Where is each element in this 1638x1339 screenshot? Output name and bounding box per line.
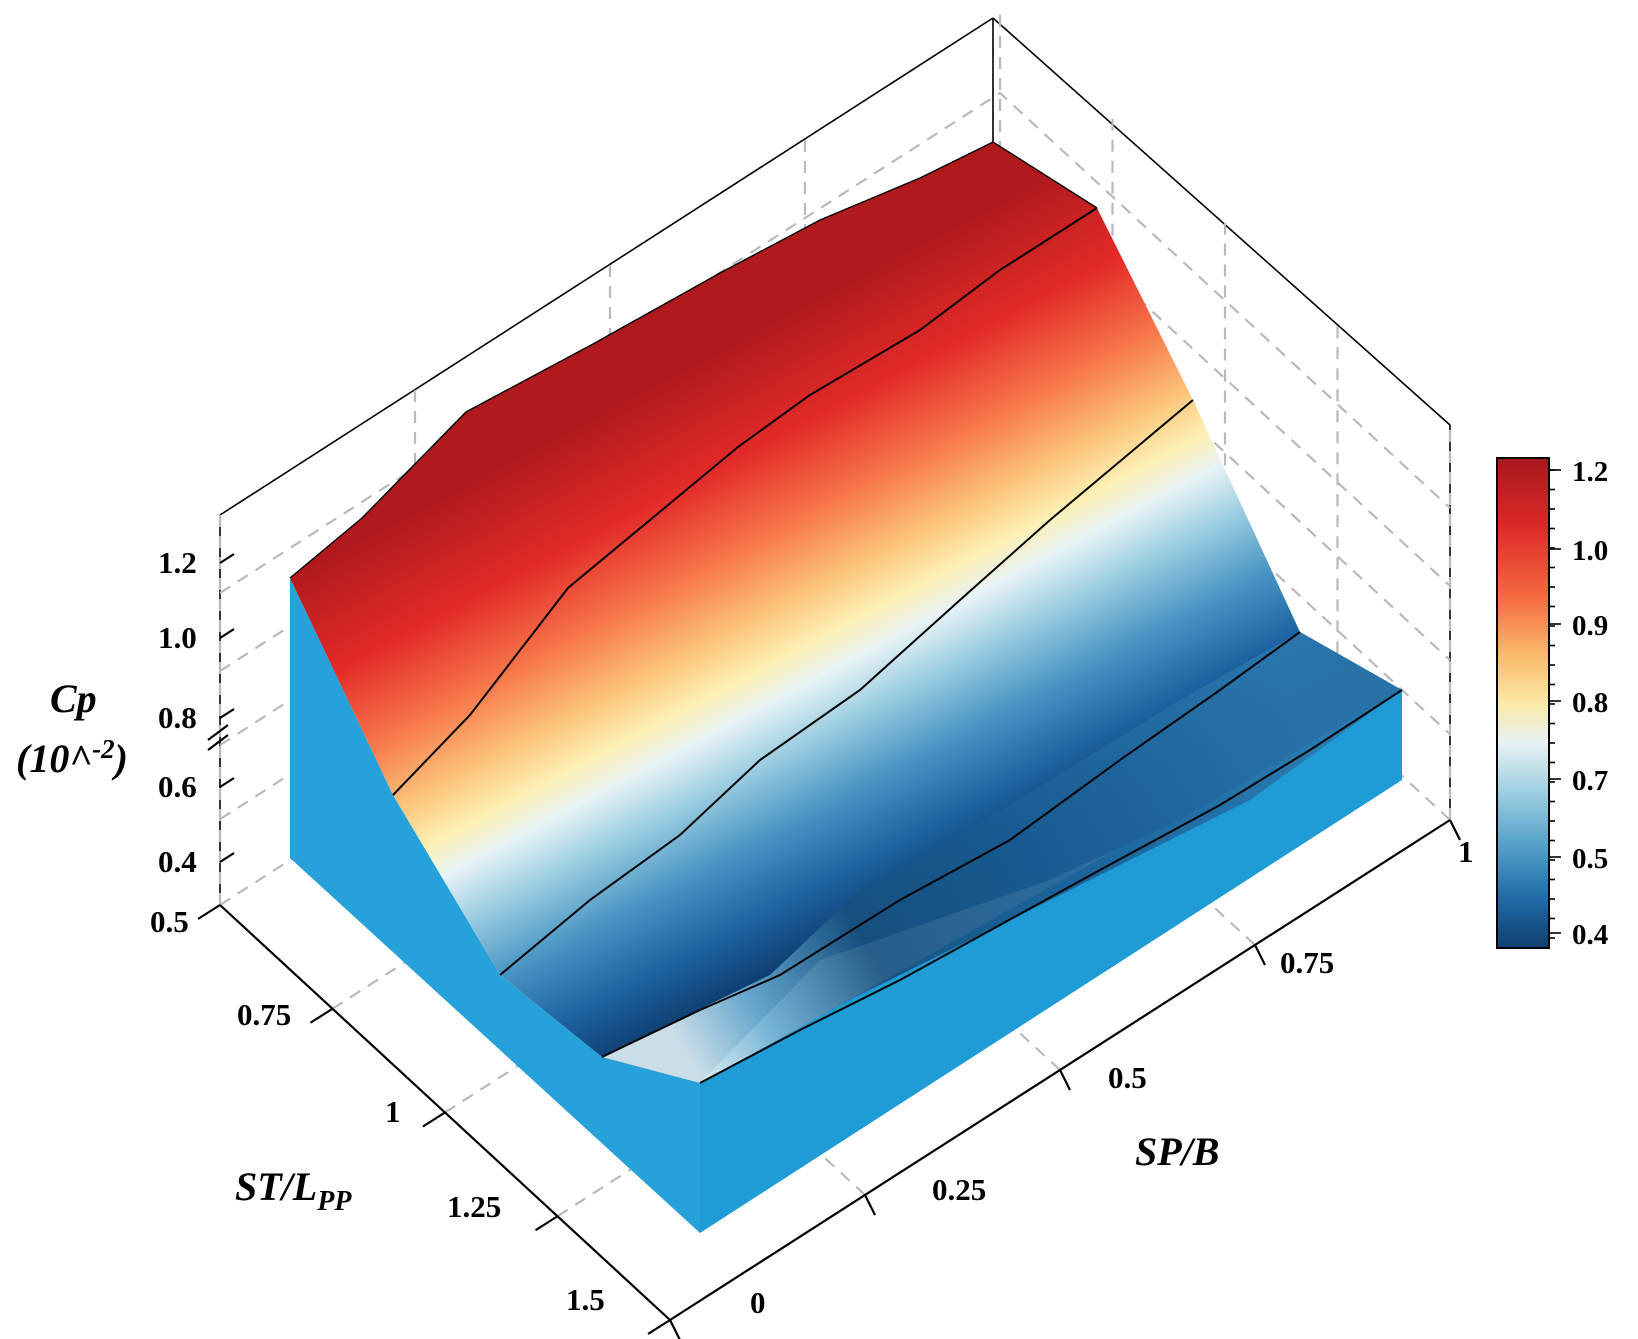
cp-tick-mark bbox=[219, 553, 235, 564]
grid-line bbox=[219, 91, 1451, 594]
colorbar-gradient bbox=[1496, 457, 1550, 949]
sp-b-tick-labels: 0 0.25 0.5 0.75 1 bbox=[750, 834, 1474, 1320]
cp-tick-mark bbox=[219, 777, 235, 788]
colorbar: 1.2 1.0 0.9 0.8 0.7 0.5 0.4 bbox=[1496, 456, 1608, 951]
cp-axis-tick-labels: 0.4 0.6 0.8 1.0 1.2 bbox=[158, 545, 197, 879]
st-lpp-tick-mark bbox=[647, 1319, 671, 1335]
surface-profile-line bbox=[392, 207, 1098, 796]
colorbar-tick-label: 1.0 bbox=[1572, 535, 1608, 567]
colorbar-tick-label: 0.4 bbox=[1572, 919, 1608, 951]
st-lpp-tick-label: 0.5 bbox=[150, 904, 189, 939]
cp-tick-label: 1.2 bbox=[158, 545, 197, 580]
st-lpp-tick-mark bbox=[309, 1007, 334, 1024]
cp-unit-suffix: ) bbox=[112, 736, 128, 781]
sp-b-tick-label: 0.25 bbox=[932, 1172, 986, 1207]
st-lpp-title-subscript: PP bbox=[316, 1186, 352, 1217]
cp-axis-title: Cp bbox=[50, 676, 97, 721]
cp-tick-label: 0.8 bbox=[158, 700, 197, 735]
st-lpp-tick-label: 1.25 bbox=[447, 1189, 501, 1224]
st-lpp-axis-title: ST/LPP bbox=[235, 1164, 352, 1217]
colorbar-ticks bbox=[1549, 469, 1561, 939]
grid-line bbox=[219, 824, 346, 906]
st-lpp-tick-mark bbox=[197, 904, 221, 920]
colorbar-tick-label: 0.5 bbox=[1572, 843, 1608, 875]
sp-b-tick-mark bbox=[1254, 944, 1266, 966]
cp-tick-mark bbox=[219, 708, 235, 719]
cp-tick-label: 0.4 bbox=[158, 844, 197, 879]
sp-b-tick-label: 1 bbox=[1458, 834, 1474, 869]
st-lpp-title-main: ST/L bbox=[235, 1164, 317, 1209]
cp-axis-unit: (10^-2) bbox=[16, 734, 128, 781]
sp-b-tick-mark bbox=[669, 1319, 681, 1339]
surface-top-edge bbox=[289, 141, 1098, 579]
sp-b-tick-label: 0.5 bbox=[1108, 1060, 1147, 1095]
colorbar-tick-label: 1.2 bbox=[1572, 456, 1608, 488]
sp-b-tick-mark bbox=[864, 1194, 876, 1216]
surface-top bbox=[290, 142, 1402, 1083]
axis-break-mark bbox=[207, 724, 229, 751]
colorbar-tick-label: 0.8 bbox=[1572, 687, 1608, 719]
cp-tick-label: 1.0 bbox=[158, 620, 197, 655]
grid-line bbox=[331, 927, 458, 1010]
colorbar-tick-label: 0.7 bbox=[1572, 765, 1608, 797]
sp-b-axis-title: SP/B bbox=[1135, 1129, 1219, 1174]
st-lpp-tick-label: 1 bbox=[385, 1094, 401, 1129]
box-edge-top-left bbox=[219, 17, 994, 516]
grid-line bbox=[556, 1135, 683, 1218]
st-lpp-tick-label: 0.75 bbox=[237, 997, 291, 1032]
cp-tick-mark bbox=[219, 628, 235, 639]
st-lpp-tick-mark bbox=[534, 1215, 559, 1232]
sp-b-tick-mark bbox=[1059, 1069, 1071, 1091]
colorbar-tick-label: 0.9 bbox=[1572, 610, 1608, 642]
box-edge-top-right bbox=[992, 17, 1451, 426]
grid-line bbox=[444, 1031, 571, 1114]
surface-front-left-wall bbox=[290, 578, 700, 1233]
surface-valley-band bbox=[602, 632, 1402, 1083]
surface-profile-line bbox=[601, 631, 1301, 1058]
surface-profile-lines bbox=[289, 141, 1403, 1084]
st-lpp-tick-labels: 0.5 0.75 1 1.25 1.5 bbox=[150, 904, 605, 1317]
cp-tick-mark bbox=[219, 852, 235, 863]
sp-b-tick-label: 0.75 bbox=[1280, 945, 1334, 980]
axis-ticks bbox=[197, 553, 1461, 1339]
surface-front-right-wall bbox=[700, 690, 1402, 1233]
surface-profile-line bbox=[499, 399, 1194, 976]
st-lpp-tick-mark bbox=[422, 1111, 446, 1128]
cp-unit-prefix: (10^ bbox=[16, 736, 92, 781]
cp-tick-label: 0.6 bbox=[158, 769, 197, 804]
surface-profile-line bbox=[699, 689, 1403, 1084]
sp-b-tick-label: 0 bbox=[750, 1285, 766, 1320]
st-lpp-tick-label: 1.5 bbox=[566, 1282, 605, 1317]
cp-unit-exponent: -2 bbox=[92, 734, 115, 764]
sp-b-tick-mark bbox=[1449, 819, 1461, 841]
